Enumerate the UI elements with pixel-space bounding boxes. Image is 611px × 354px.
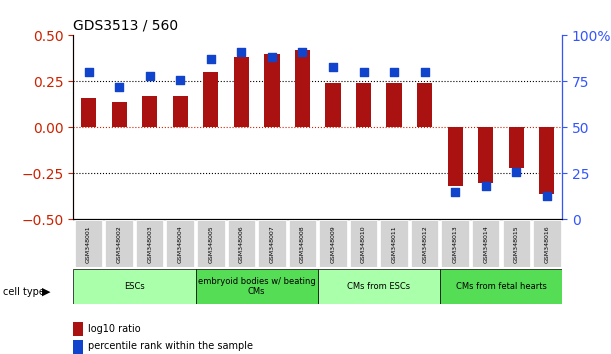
Bar — [447, 127, 463, 186]
Bar — [478, 127, 493, 183]
FancyBboxPatch shape — [73, 269, 196, 304]
Text: GSM348015: GSM348015 — [514, 225, 519, 263]
Text: GSM348010: GSM348010 — [361, 225, 366, 263]
Text: GSM348003: GSM348003 — [147, 225, 152, 263]
Bar — [295, 50, 310, 127]
FancyBboxPatch shape — [197, 220, 225, 267]
Bar — [142, 96, 158, 127]
FancyBboxPatch shape — [75, 220, 103, 267]
Bar — [173, 96, 188, 127]
Text: log10 ratio: log10 ratio — [88, 324, 141, 333]
Point — [542, 193, 552, 198]
Bar — [417, 83, 433, 127]
Point — [420, 69, 430, 75]
Text: GSM348002: GSM348002 — [117, 225, 122, 263]
Text: GSM348012: GSM348012 — [422, 225, 427, 263]
Bar — [234, 57, 249, 127]
Bar — [81, 98, 97, 127]
Text: CMs from ESCs: CMs from ESCs — [347, 282, 411, 291]
Text: percentile rank within the sample: percentile rank within the sample — [88, 341, 253, 351]
FancyBboxPatch shape — [440, 269, 562, 304]
Text: GDS3513 / 560: GDS3513 / 560 — [73, 19, 178, 33]
Text: cell type: cell type — [3, 287, 45, 297]
Bar — [326, 83, 341, 127]
Point — [267, 55, 277, 60]
FancyBboxPatch shape — [318, 269, 440, 304]
Point — [206, 57, 216, 62]
Bar — [540, 127, 555, 194]
Bar — [111, 102, 127, 127]
Text: CMs from fetal hearts: CMs from fetal hearts — [456, 282, 546, 291]
Bar — [264, 54, 279, 127]
Text: GSM348008: GSM348008 — [300, 225, 305, 263]
Text: GSM348014: GSM348014 — [483, 225, 488, 263]
Point — [328, 64, 338, 69]
Text: embryoid bodies w/ beating
CMs: embryoid bodies w/ beating CMs — [198, 277, 315, 296]
Text: GSM348011: GSM348011 — [392, 225, 397, 263]
Bar — [509, 127, 524, 168]
Text: ▶: ▶ — [42, 287, 50, 297]
Text: GSM348006: GSM348006 — [239, 225, 244, 263]
Point — [389, 69, 399, 75]
Text: GSM348007: GSM348007 — [269, 225, 274, 263]
Point — [175, 77, 185, 82]
Bar — [73, 322, 83, 336]
Text: GSM348013: GSM348013 — [453, 225, 458, 263]
FancyBboxPatch shape — [258, 220, 286, 267]
Point — [298, 49, 307, 55]
Point — [450, 189, 460, 195]
FancyBboxPatch shape — [196, 269, 318, 304]
FancyBboxPatch shape — [106, 220, 133, 267]
Point — [145, 73, 155, 79]
FancyBboxPatch shape — [411, 220, 439, 267]
Bar — [386, 83, 402, 127]
FancyBboxPatch shape — [166, 220, 194, 267]
Text: GSM348016: GSM348016 — [544, 225, 549, 263]
FancyBboxPatch shape — [533, 220, 561, 267]
Point — [481, 183, 491, 189]
FancyBboxPatch shape — [227, 220, 255, 267]
Text: GSM348001: GSM348001 — [86, 225, 91, 263]
Point — [84, 69, 93, 75]
Bar — [203, 72, 219, 127]
Point — [511, 169, 521, 175]
FancyBboxPatch shape — [441, 220, 469, 267]
Text: ESCs: ESCs — [124, 282, 145, 291]
Bar — [356, 83, 371, 127]
FancyBboxPatch shape — [136, 220, 164, 267]
Text: GSM348009: GSM348009 — [331, 225, 335, 263]
Point — [236, 49, 246, 55]
Text: GSM348005: GSM348005 — [208, 225, 213, 263]
Bar — [73, 340, 83, 354]
FancyBboxPatch shape — [349, 220, 378, 267]
Point — [114, 84, 124, 90]
FancyBboxPatch shape — [502, 220, 530, 267]
Text: GSM348004: GSM348004 — [178, 225, 183, 263]
FancyBboxPatch shape — [289, 220, 316, 267]
FancyBboxPatch shape — [381, 220, 408, 267]
Point — [359, 69, 368, 75]
FancyBboxPatch shape — [472, 220, 500, 267]
FancyBboxPatch shape — [320, 220, 346, 267]
